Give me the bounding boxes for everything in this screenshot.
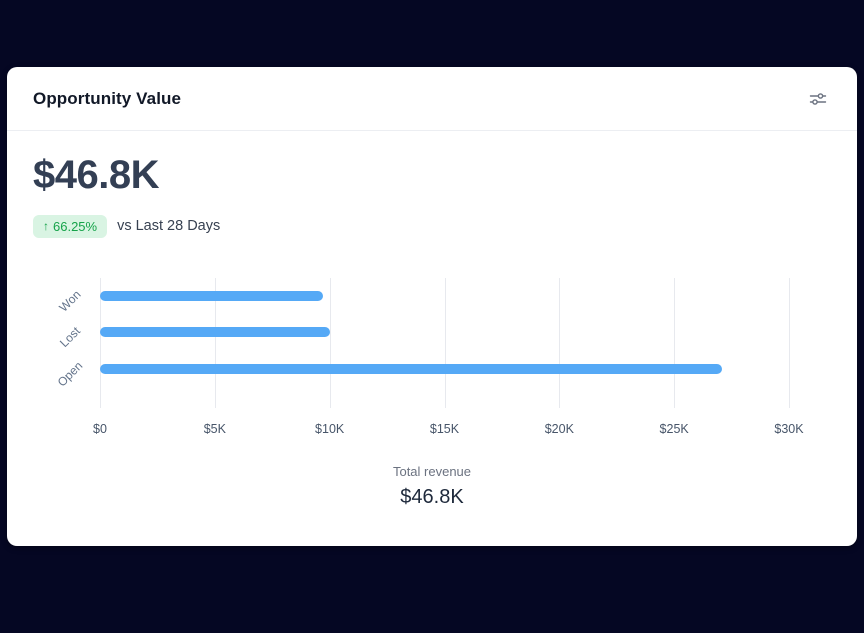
gridline <box>559 278 561 408</box>
gridline <box>100 278 101 408</box>
total-revenue-label: Total revenue <box>392 464 472 479</box>
total-revenue-value: $46.8K <box>400 486 464 508</box>
x-axis-tick-labels: $0 $5K $10K $15K $20K $25K $30K <box>93 414 804 438</box>
trend-badge-value: 66.25% <box>53 218 98 234</box>
sliders-icon <box>809 92 827 105</box>
card-body: $46.8K ↑ 66.25% vs Last 28 Days Won Lost O… <box>7 131 857 509</box>
x-tick-label: $25K <box>659 422 689 436</box>
opportunity-value-card: Opportunity Value $46.8K ↑ 66.25% vs Las… <box>7 67 857 546</box>
category-label-lost: Lost <box>57 324 83 350</box>
gridline <box>329 278 331 408</box>
comparison-label: vs Last 28 Days <box>117 218 221 234</box>
trend-up-arrow-icon: ↑ <box>43 219 49 233</box>
gridline <box>214 278 216 408</box>
bar-lost <box>100 327 330 337</box>
x-tick-label: $15K <box>429 422 460 436</box>
card-header: Opportunity Value <box>7 67 857 131</box>
metric-value: $46.8K <box>33 153 159 197</box>
gridline <box>444 278 446 408</box>
bar-open <box>100 364 723 374</box>
x-tick-label: $5K <box>203 422 226 436</box>
card-title: Opportunity Value <box>33 88 182 108</box>
category-label-won: Won <box>56 287 84 315</box>
bar-chart: Won Lost Open $0 $5K $10K $15K $20K $25K $30K <box>33 278 831 456</box>
gridline <box>789 278 790 408</box>
trend-badge: ↑ 66.25% <box>33 214 108 238</box>
category-label-open: Open <box>54 358 86 390</box>
x-tick-label: $20K <box>544 422 574 436</box>
chart-plot-area <box>100 278 790 408</box>
gridline <box>674 278 676 408</box>
x-tick-label: $30K <box>774 422 804 436</box>
bar-won <box>100 291 323 301</box>
chart-footer: Total revenue $46.8K <box>33 464 831 509</box>
x-tick-label: $10K <box>315 422 345 436</box>
chart-options-button[interactable] <box>805 87 831 111</box>
metric-subline: ↑ 66.25% vs Last 28 Days <box>33 214 831 238</box>
x-tick-label: $0 <box>93 422 107 436</box>
